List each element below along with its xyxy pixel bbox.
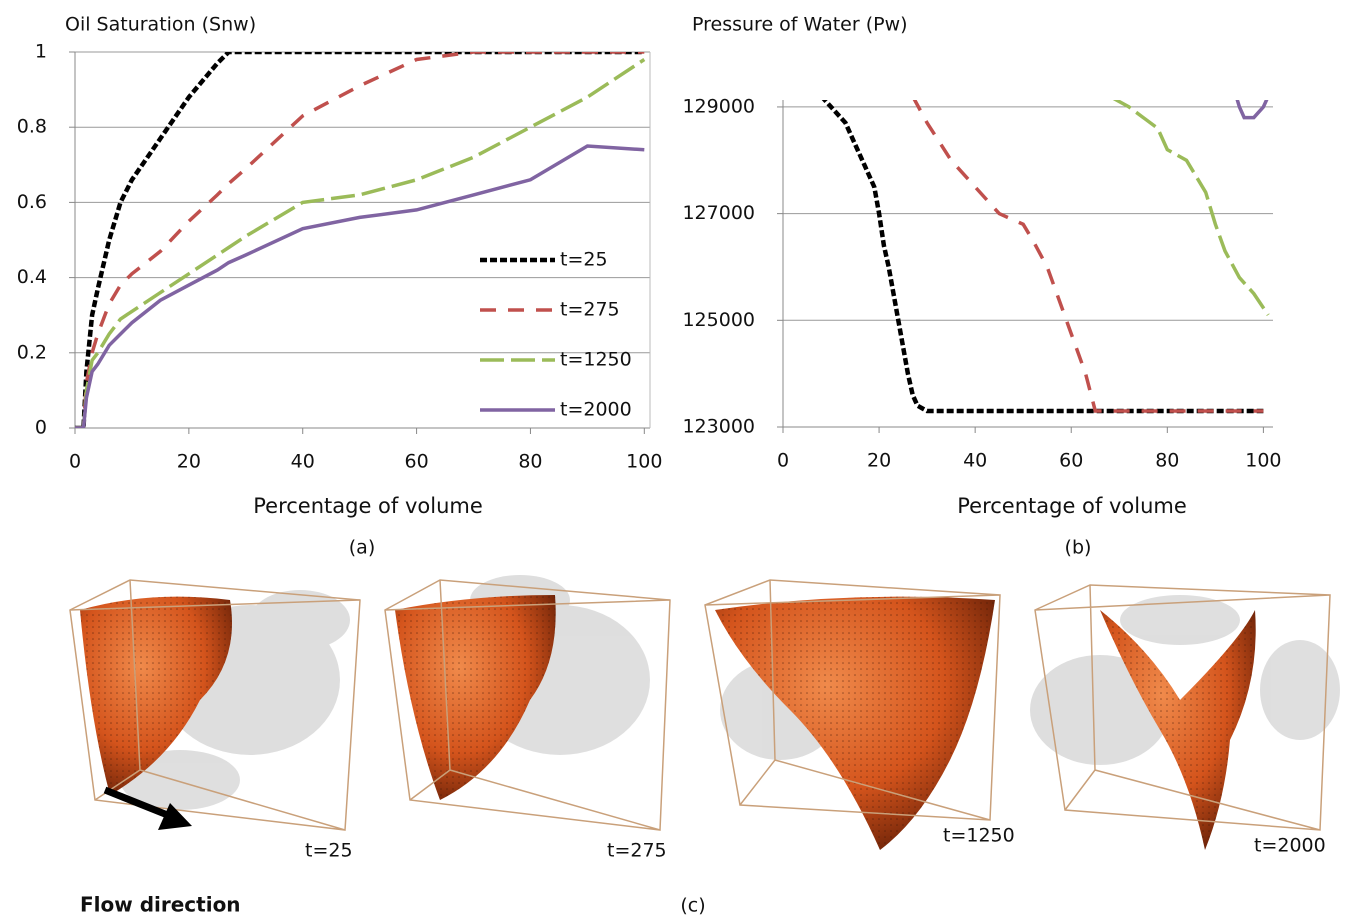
x-tick-label: 60: [1059, 450, 1083, 472]
x-tick-label: 80: [1155, 450, 1179, 472]
series-line: [912, 100, 1264, 413]
caption: t=25: [305, 840, 353, 862]
x-axis-label: Percentage of volume: [957, 494, 1187, 518]
series-line: [821, 100, 1264, 414]
x-axis-label: Percentage of volume: [253, 494, 483, 518]
legend-label: t=2000: [560, 399, 632, 421]
x-tick-label: 20: [867, 450, 891, 472]
caption: t=2000: [1254, 835, 1326, 857]
flow-arrow: [103, 786, 192, 830]
series-line: [75, 52, 645, 428]
plot-area: [75, 52, 646, 428]
flow-label: Flow direction: [80, 893, 241, 917]
x-tick-label: 20: [177, 451, 201, 473]
panel-label: (c): [680, 895, 705, 917]
panel-label: (b): [1065, 537, 1092, 559]
chart-title: Pressure of Water (Pw): [692, 14, 908, 36]
x-tick-label: 100: [626, 451, 662, 473]
x-tick-label: 0: [69, 451, 81, 473]
plot-area: [821, 100, 1270, 414]
y-tick-label: 0.4: [17, 266, 47, 288]
series-line: [75, 58, 646, 428]
legend-label: t=1250: [560, 349, 632, 371]
y-tick-label: 129000: [682, 95, 755, 117]
y-tick-label: 127000: [682, 202, 755, 224]
x-tick-label: 100: [1245, 450, 1281, 472]
legend-label: t=275: [560, 299, 620, 321]
y-tick-label: 0: [35, 417, 47, 439]
series-line: [75, 144, 645, 428]
series-line: [1235, 100, 1269, 120]
render-4: [1030, 584, 1340, 850]
render-3: [704, 579, 1001, 850]
y-tick-label: 0.6: [17, 191, 47, 213]
x-tick-label: 40: [963, 450, 987, 472]
y-tick-label: 0.2: [17, 341, 47, 363]
caption: t=1250: [943, 825, 1015, 847]
x-tick-label: 0: [777, 450, 789, 472]
y-tick-label: 125000: [682, 309, 755, 331]
panel-label: (a): [349, 537, 375, 559]
caption: t=275: [607, 840, 667, 862]
series-line: [75, 52, 645, 428]
chart-title: Oil Saturation (Snw): [65, 14, 256, 36]
x-tick-label: 40: [291, 451, 315, 473]
series-line: [1112, 100, 1270, 316]
legend-label: t=25: [560, 249, 608, 271]
y-tick-label: 123000: [682, 416, 755, 438]
render-1: [69, 579, 361, 831]
y-tick-label: 0.8: [17, 116, 47, 138]
x-tick-label: 80: [518, 451, 542, 473]
y-tick-label: 1: [35, 41, 47, 63]
render-2: [384, 575, 671, 831]
x-tick-label: 60: [404, 451, 428, 473]
